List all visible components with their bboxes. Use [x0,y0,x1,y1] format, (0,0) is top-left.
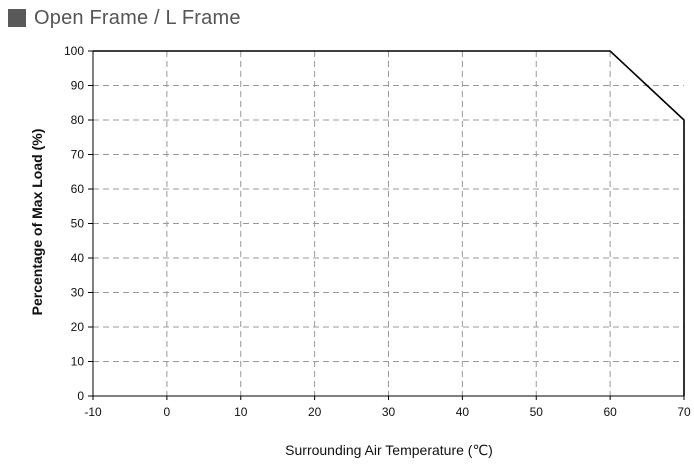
y-tick-label-8: 80 [71,113,85,127]
title-square-icon [8,9,26,27]
y-tick-label-10: 100 [64,44,84,58]
x-tick-label-8: 70 [677,405,691,419]
x-tick-label-1: 0 [164,405,171,419]
y-tick-label-0: 0 [77,389,84,403]
x-tick-label-7: 60 [603,405,617,419]
series-line-0 [93,50,685,396]
chart-title-row: Open Frame / L Frame [8,4,241,32]
chart-title: Open Frame / L Frame [34,6,241,29]
x-tick-label-0: -10 [84,405,102,419]
y-tick-label-6: 60 [71,182,85,196]
y-tick-label-7: 70 [71,148,85,162]
y-tick-label-3: 30 [71,286,85,300]
grid-lines [93,51,684,396]
x-tick-label-6: 50 [530,405,544,419]
y-tick-label-1: 10 [71,355,85,369]
x-tick-label-5: 40 [456,405,470,419]
axes [88,50,685,400]
x-tick-label-3: 20 [308,405,322,419]
y-tick-label-4: 40 [71,251,85,265]
y-tick-labels: 0 10 20 30 40 50 60 70 80 90 100 [64,44,84,403]
y-axis-title: Percentage of Max Load (%) [29,129,45,316]
y-tick-label-5: 50 [71,217,85,231]
series-layer [92,50,685,397]
x-axis-title: Surrounding Air Temperature (℃) [285,442,493,458]
x-tick-labels: -10 0 10 20 30 40 50 60 70 [84,405,691,419]
x-tick-label-2: 10 [234,405,248,419]
x-tick-label-4: 30 [382,405,396,419]
y-tick-label-9: 90 [71,79,85,93]
y-tick-label-2: 20 [71,320,85,334]
